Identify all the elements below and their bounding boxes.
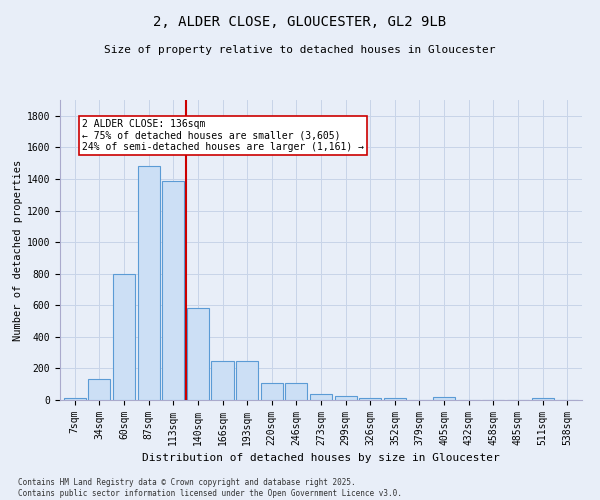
Bar xyxy=(211,360,233,400)
Bar xyxy=(137,166,160,400)
Bar xyxy=(187,308,209,400)
Y-axis label: Number of detached properties: Number of detached properties xyxy=(13,160,23,340)
Text: 2, ALDER CLOSE, GLOUCESTER, GL2 9LB: 2, ALDER CLOSE, GLOUCESTER, GL2 9LB xyxy=(154,15,446,29)
Bar xyxy=(236,360,258,400)
Bar xyxy=(433,397,455,400)
Bar xyxy=(260,382,283,400)
Bar xyxy=(162,180,184,400)
Bar xyxy=(335,396,357,400)
Bar xyxy=(359,398,382,400)
Bar xyxy=(64,398,86,400)
Bar xyxy=(384,398,406,400)
Bar xyxy=(285,382,307,400)
Bar xyxy=(88,380,110,400)
X-axis label: Distribution of detached houses by size in Gloucester: Distribution of detached houses by size … xyxy=(142,454,500,464)
Bar xyxy=(310,394,332,400)
Text: Contains HM Land Registry data © Crown copyright and database right 2025.
Contai: Contains HM Land Registry data © Crown c… xyxy=(18,478,402,498)
Bar xyxy=(532,398,554,400)
Text: Size of property relative to detached houses in Gloucester: Size of property relative to detached ho… xyxy=(104,45,496,55)
Text: 2 ALDER CLOSE: 136sqm
← 75% of detached houses are smaller (3,605)
24% of semi-d: 2 ALDER CLOSE: 136sqm ← 75% of detached … xyxy=(82,119,364,152)
Bar xyxy=(113,274,135,400)
